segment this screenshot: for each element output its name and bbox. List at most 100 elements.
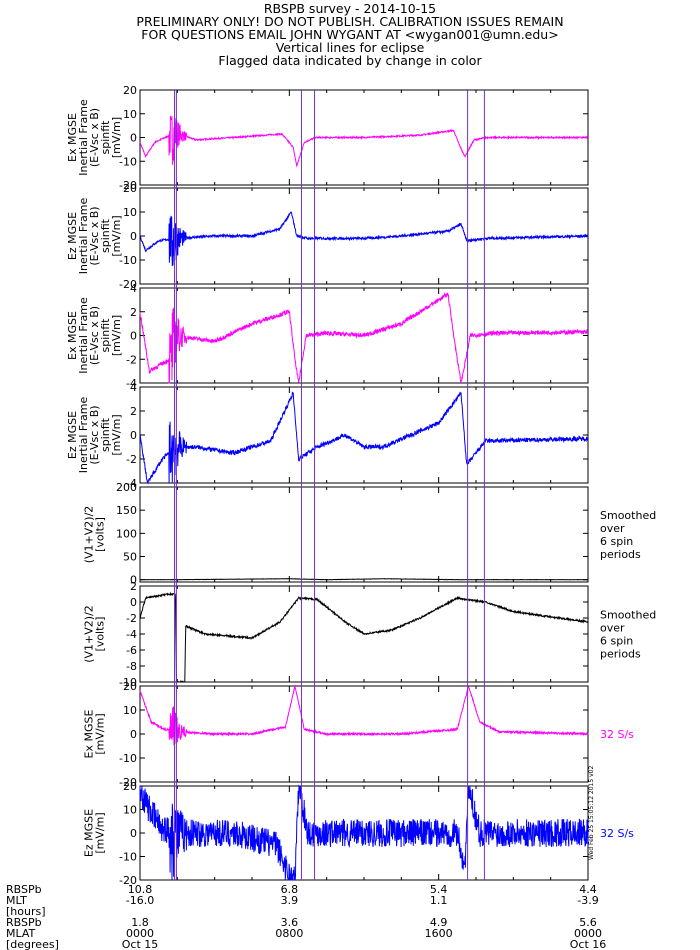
- panel-7-ytick-label: 10: [123, 704, 137, 717]
- axis-tick-value: 1600: [425, 927, 453, 940]
- panel-4-series-line: [139, 391, 589, 485]
- panel-2-ylabel: spinfit: [99, 218, 112, 253]
- axis-tick-value: 6.8: [281, 883, 299, 896]
- header-line-3: Vertical lines for eclipse: [275, 40, 425, 55]
- axis-row-label: RBSPb: [6, 916, 42, 929]
- header-line-2: FOR QUESTIONS EMAIL JOHN WYGANT AT <wyga…: [141, 27, 559, 42]
- panel-5-ytick-label: 50: [123, 551, 137, 564]
- panel-4-ytick-label: 4: [130, 381, 137, 394]
- header-line-4: Flagged data indicated by change in colo…: [218, 53, 482, 68]
- panel-4-ytick-label: 0: [130, 429, 137, 442]
- panel-1-ylabel: Ex MGSE: [66, 113, 79, 162]
- axis-tick-value: 3.9: [281, 894, 299, 907]
- panel-1-ylabel: spinfit: [99, 120, 112, 155]
- panel-1-ytick-label: 20: [123, 84, 137, 97]
- plot-header: RBSPB survey - 2014-10-15 PRELIMINARY ON…: [0, 2, 700, 67]
- panel-2-ytick-label: 0: [130, 230, 137, 243]
- axis-tick-value: 10.8: [128, 883, 153, 896]
- panel-1-ytick-label: -20: [119, 179, 137, 192]
- axis-tick-value: 0800: [275, 927, 303, 940]
- panel-5-series-line: [139, 578, 589, 581]
- panel-1-ytick-label: -10: [119, 155, 137, 168]
- panel-3-ylabel: spinfit: [99, 318, 112, 353]
- panel-6-ytick-label: -4: [126, 628, 137, 641]
- panel-2-ylabel: (E-Vsc x B): [88, 206, 101, 265]
- panel-6-note: over: [600, 622, 625, 635]
- panel-6-ytick-label: 0: [130, 596, 137, 609]
- panel-1-ytick-label: 0: [130, 132, 137, 145]
- axis-tick-value: 3.6: [281, 916, 299, 929]
- axis-tick-value: 0000: [574, 927, 602, 940]
- panel-8-ylabel: Ez MGSE: [83, 809, 96, 857]
- panel-6-ylabel: [volts]: [94, 617, 107, 652]
- header-line-1: PRELIMINARY ONLY! DO NOT PUBLISH. CALIBR…: [136, 14, 564, 29]
- panel-1-ylabel: Inertial Frame: [77, 99, 90, 176]
- panel-5-note: Smoothed: [600, 509, 656, 522]
- panel-5-ytick-label: 0: [130, 574, 137, 587]
- panel-8-ytick-label: 0: [130, 827, 137, 840]
- panel-1-ylabel: [mV/m]: [110, 117, 123, 158]
- panel-3-ylabel: (E-Vsc x B): [88, 306, 101, 365]
- panel-5-ytick-label: 150: [116, 504, 137, 517]
- panel-5-ytick-label: 100: [116, 527, 137, 540]
- panel-3-ytick-label: 4: [130, 282, 137, 295]
- panel-2-ytick-label: 10: [123, 206, 137, 219]
- panel-6-ytick-label: 2: [130, 580, 137, 593]
- panel-7-ytick-label: -10: [119, 752, 137, 765]
- panel-1-ylabel: (E-Vsc x B): [88, 108, 101, 167]
- panel-7-ytick-label: -20: [119, 776, 137, 789]
- panel-7-series-line: [139, 684, 589, 746]
- panel-5-ytick-label: 200: [116, 481, 137, 494]
- panel-3-ylabel: Ex MGSE: [66, 311, 79, 360]
- panel-4-ylabel: spinfit: [99, 417, 112, 452]
- panel-4-ylabel: (E-Vsc x B): [88, 405, 101, 464]
- panel-3-ytick-label: -2: [126, 353, 137, 366]
- plot-title: RBSPB survey - 2014-10-15: [263, 1, 437, 16]
- panel-3-ylabel: [mV/m]: [110, 315, 123, 356]
- panel-3-ytick-label: 0: [130, 330, 137, 343]
- axis-row-label: MLAT: [6, 927, 36, 940]
- panel-5-note: over: [600, 522, 625, 535]
- axis-tick-value: 0000: [126, 927, 154, 940]
- panel-6-note: Smoothed: [600, 609, 656, 622]
- panel-8-ytick-label: -10: [119, 851, 137, 864]
- version-stamp: Wed Feb 25 15:05:12 2015 v02: [588, 766, 595, 860]
- panel-2-series-line: [139, 211, 589, 267]
- panel-1-ytick-label: 10: [123, 108, 137, 121]
- axis-tick-value: 5.6: [579, 916, 597, 929]
- panel-7-note: 32 S/s: [600, 728, 634, 741]
- axis-tick-value: Oct 15: [122, 938, 159, 950]
- panel-8-ytick-label: -20: [119, 874, 137, 887]
- axis-tick-value: Oct 16: [570, 938, 607, 950]
- panel-6-ytick-label: -10: [119, 676, 137, 689]
- panel-4-ytick-label: -4: [126, 477, 137, 490]
- panel-7-ylabel: Ex MGSE: [83, 709, 96, 758]
- panel-8-ytick-label: 20: [123, 780, 137, 793]
- panel-3-series-line: [139, 292, 589, 384]
- panel-2-ylabel: [mV/m]: [110, 215, 123, 256]
- panel-8-series-line: [139, 784, 589, 881]
- axis-tick-value: -3.9: [577, 894, 598, 907]
- panel-5-note: periods: [600, 548, 641, 561]
- panel-2-ylabel: Ez MGSE: [66, 212, 79, 260]
- panel-6-note: 6 spin: [600, 635, 633, 648]
- axis-row-label: [degrees]: [6, 938, 59, 950]
- panel-4-ylabel: Inertial Frame: [77, 397, 90, 474]
- panel-4-ytick-label: 2: [130, 405, 137, 418]
- panel-8-note: 32 S/s: [600, 827, 634, 840]
- panel-6-ytick-label: -6: [126, 644, 137, 657]
- axis-tick-value: 1.1: [430, 894, 448, 907]
- axis-row-label: [hours]: [6, 905, 46, 918]
- panel-2-ytick-label: -10: [119, 254, 137, 267]
- axis-tick-value: 4.4: [579, 883, 597, 896]
- panel-5-ylabel: (V1+V2)/2: [83, 506, 96, 564]
- axis-row-label: MLT: [6, 894, 27, 907]
- axis-tick-value: 4.9: [430, 916, 448, 929]
- panel-4-frame: [139, 386, 589, 484]
- panel-3-ylabel: Inertial Frame: [77, 297, 90, 374]
- panel-5-frame: [139, 486, 589, 583]
- panel-6-series-line: [139, 591, 589, 683]
- panel-5-ylabel: [volts]: [94, 517, 107, 552]
- panel-8-ytick-label: 10: [123, 804, 137, 817]
